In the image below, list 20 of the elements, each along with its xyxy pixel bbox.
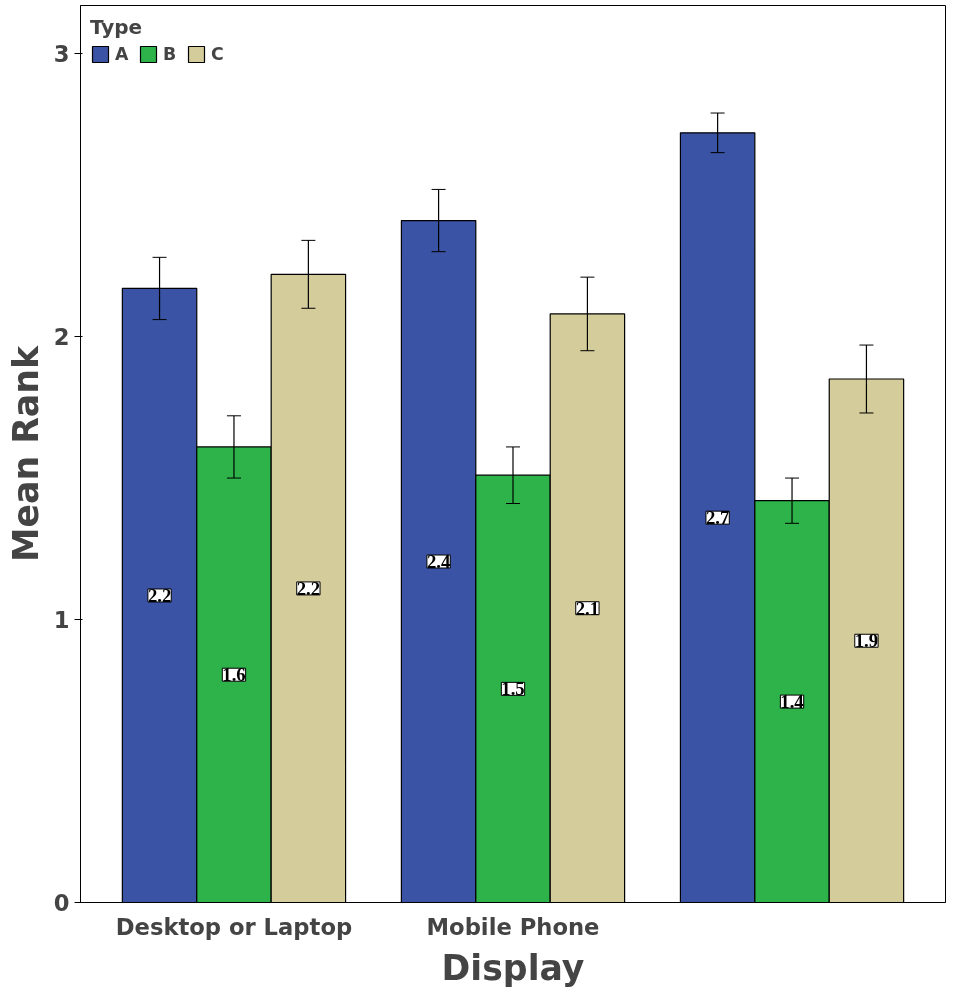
y-axis-title: Mean Rank: [5, 345, 46, 562]
legend-label: A: [115, 44, 130, 64]
data-label: 2.1: [575, 597, 600, 619]
data-label: 2.7: [705, 507, 730, 529]
data-label: 1.9: [854, 630, 879, 652]
y-tick-label: 3: [53, 41, 70, 68]
y-tick-label: 1: [53, 607, 70, 634]
x-tick-label: Desktop or Laptop: [115, 913, 353, 940]
legend-label: C: [211, 44, 225, 64]
x-tick-label: Mobile Phone: [426, 913, 600, 940]
legend-label: B: [163, 44, 178, 64]
y-tick-label: 0: [53, 890, 70, 916]
y-tick-label: 2: [53, 324, 70, 351]
legend-title: Type: [90, 15, 144, 39]
data-label: 1.5: [501, 678, 525, 700]
data-label: 2.2: [147, 584, 172, 606]
data-label: 2.2: [296, 577, 321, 599]
data-label: 1.6: [222, 664, 246, 686]
x-axis-title: Display: [441, 947, 585, 988]
data-label: 2.4: [426, 551, 451, 573]
